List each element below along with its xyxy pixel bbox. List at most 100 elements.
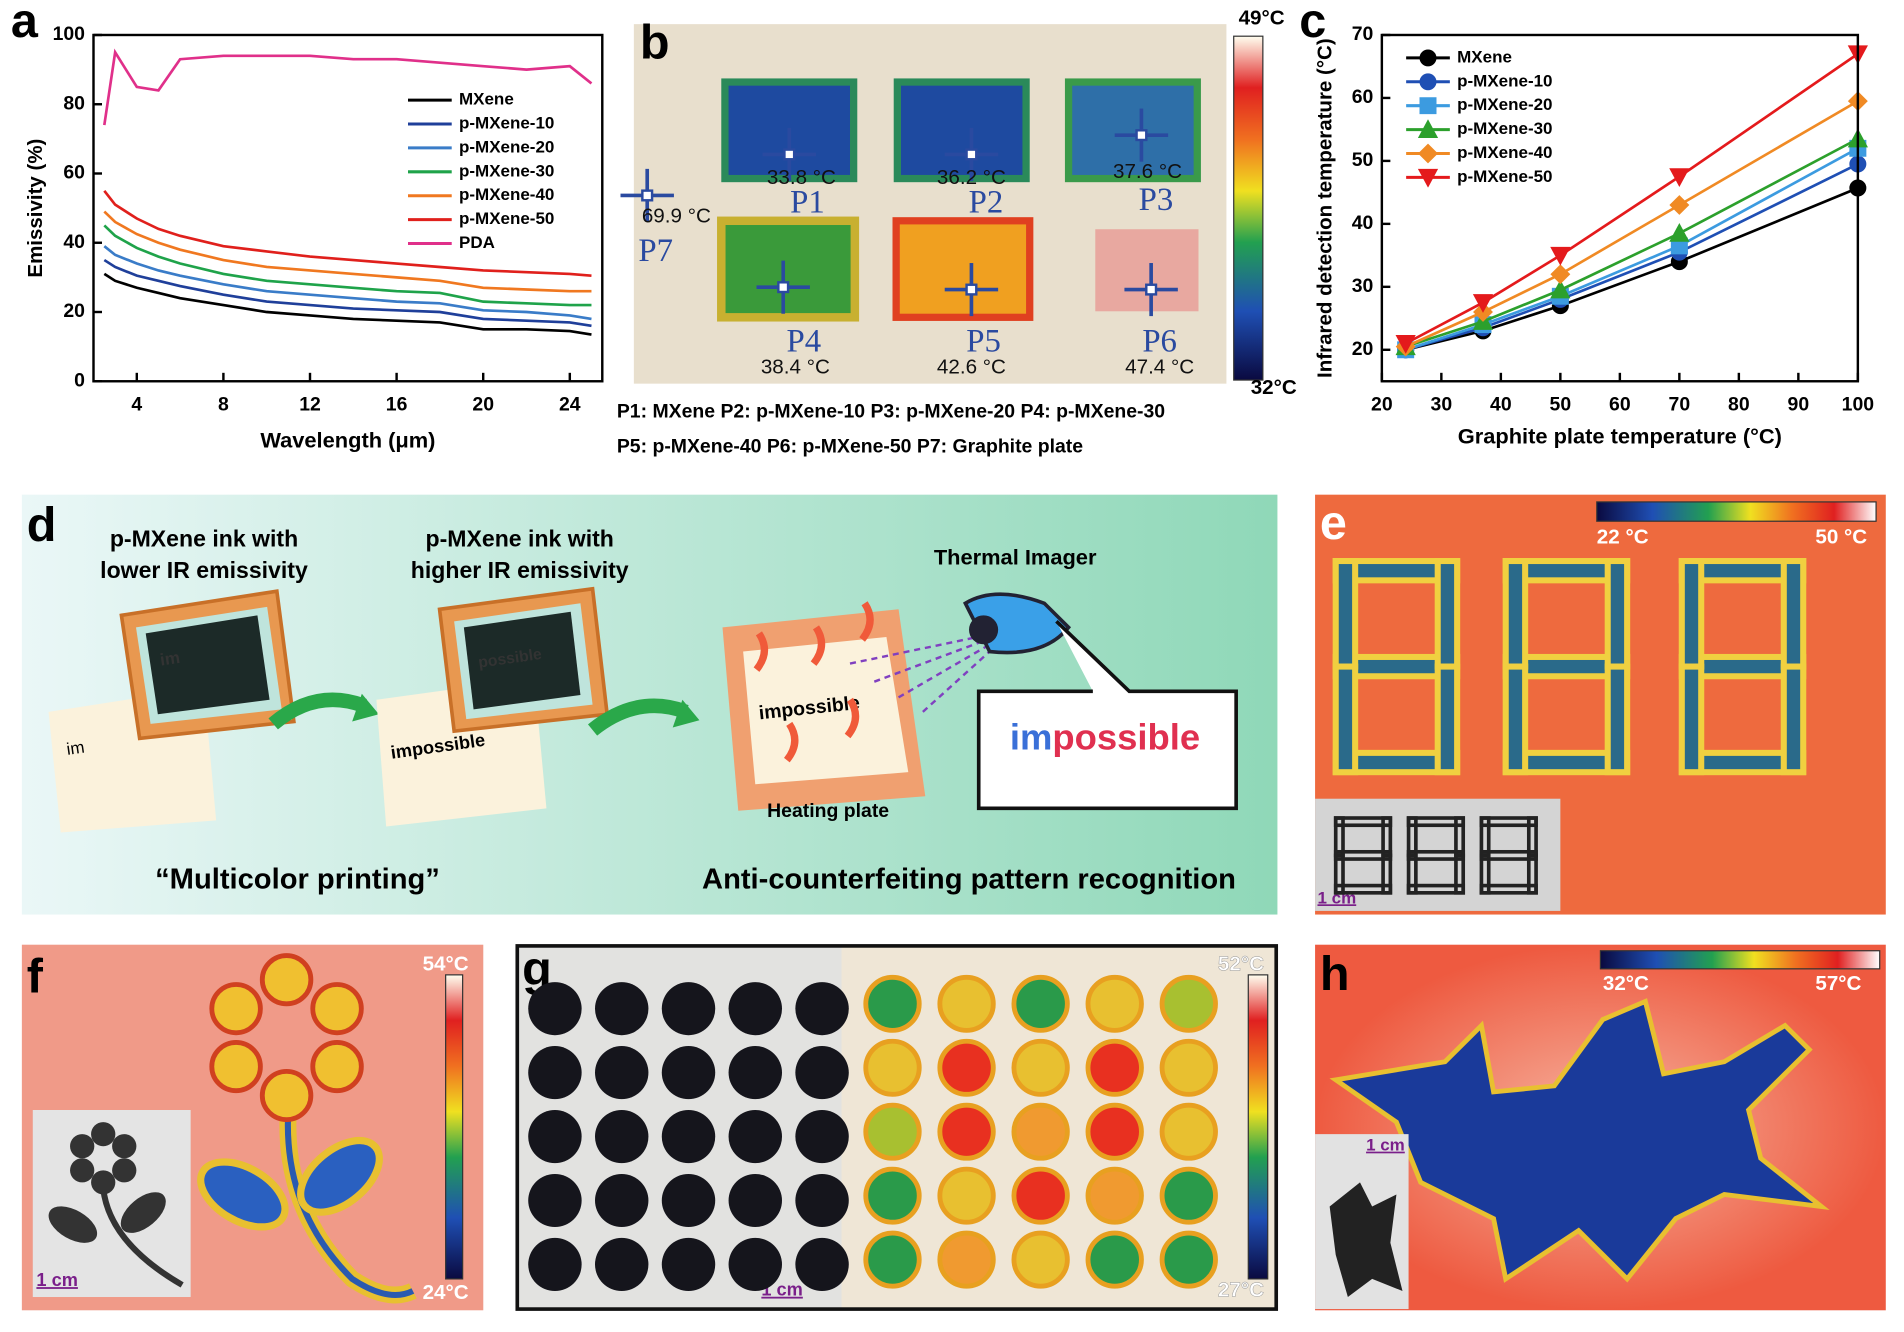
crosshair-center <box>641 189 654 202</box>
thermal-dot <box>1011 1230 1070 1289</box>
crosshair-center <box>783 148 796 161</box>
panel-h: 32°C 57°C h 1 cm <box>1315 944 1886 1311</box>
panel-label: e <box>1320 496 1347 550</box>
inset-petal <box>70 1134 95 1159</box>
colorbar-max: 54°C <box>423 953 469 976</box>
marker <box>1550 264 1571 285</box>
spot-temp: 69.9 °C <box>642 205 711 228</box>
x-tick-label: 70 <box>1669 394 1691 416</box>
photo-dot <box>528 1173 582 1228</box>
arrow <box>268 692 367 730</box>
thermal-dot <box>937 1038 996 1097</box>
thermal-dot <box>1085 1230 1144 1289</box>
spot-temp: 37.6 °C <box>1113 160 1182 183</box>
y-tick-label: 30 <box>1352 275 1374 297</box>
spot-name: P7 <box>638 233 673 269</box>
segment <box>1502 558 1529 670</box>
thermal-dot <box>1159 1166 1218 1225</box>
segment <box>1502 663 1529 776</box>
legend-label: p-MXene-20 <box>459 137 554 156</box>
inset-leaf <box>120 1192 166 1233</box>
series-line <box>103 224 592 307</box>
thermal-dot <box>863 1166 922 1225</box>
thermal-dot <box>1085 1038 1144 1097</box>
photo-dot <box>595 1110 649 1164</box>
x-tick-label: 16 <box>386 394 408 416</box>
photo-dot <box>728 1237 782 1291</box>
legend-label: p-MXene-40 <box>1457 143 1552 162</box>
step-label: p-MXene ink with <box>426 526 614 552</box>
y-tick-label: 20 <box>1352 338 1374 360</box>
legend-label: p-MXene-30 <box>459 161 554 180</box>
inset-pattern <box>1329 1182 1403 1298</box>
x-tick-label: 100 <box>1842 394 1874 416</box>
arrow <box>587 698 689 736</box>
legend-label: p-MXene-10 <box>1457 71 1552 90</box>
segment <box>1678 663 1705 776</box>
x-tick-label: 4 <box>131 394 142 416</box>
photo-dot <box>595 1046 649 1100</box>
leaf <box>197 1158 289 1231</box>
photo-dot <box>795 1046 849 1100</box>
panel-label: a <box>11 0 39 48</box>
x-tick-label: 12 <box>299 394 321 416</box>
x-tick-label: 20 <box>472 394 494 416</box>
sample <box>893 78 1030 183</box>
petal <box>259 1068 314 1123</box>
y-tick-label: 80 <box>63 92 85 114</box>
scale-bar: 1 cm <box>1366 1136 1405 1155</box>
plate-label: Heating plate <box>767 800 889 822</box>
panel-label: d <box>27 498 57 552</box>
photo-dot <box>661 1173 716 1228</box>
colorbar <box>1596 501 1877 522</box>
legend-label: p-MXene-50 <box>1457 167 1552 186</box>
imager-label: Thermal Imager <box>934 544 1097 569</box>
panel-f: 54°C 24°C f 1 cm <box>21 944 484 1311</box>
legend-marker <box>1418 143 1438 164</box>
thermal-dot <box>1159 974 1218 1033</box>
photo-dot <box>661 1237 716 1291</box>
inset-stem <box>100 1188 184 1288</box>
scale-bar: 1 cm <box>36 1270 77 1290</box>
callout <box>976 620 1238 811</box>
photo-dot <box>595 982 649 1036</box>
thermal-dot <box>937 1230 996 1289</box>
segment <box>1678 558 1705 670</box>
screen-text: impossible <box>1010 716 1200 757</box>
photo-dot <box>661 1110 716 1164</box>
legend-marker <box>1419 73 1437 91</box>
step-label: higher IR emissivity <box>411 557 629 583</box>
inset-leaf <box>48 1206 98 1243</box>
marker <box>1669 222 1690 242</box>
panel-label: h <box>1320 947 1350 1001</box>
photo-dot <box>528 1237 582 1291</box>
y-tick-label: 70 <box>1352 23 1374 45</box>
legend-marker <box>1417 168 1439 188</box>
x-tick-label: 40 <box>1490 394 1512 416</box>
segment <box>1479 853 1491 895</box>
thermal-dot <box>937 1102 996 1161</box>
legend-label: p-MXene-30 <box>1457 119 1552 138</box>
spot-name: P4 <box>787 323 822 359</box>
colorbar-min: 27°C <box>1218 1278 1264 1301</box>
petal <box>310 982 364 1036</box>
caption: Anti-counterfeiting pattern recognition <box>702 863 1236 895</box>
photo-dot <box>795 1110 849 1164</box>
ir-beam <box>849 635 991 713</box>
x-tick-label: 8 <box>218 394 229 416</box>
caption: “Multicolor printing” <box>155 863 440 895</box>
colorbar-max: 57°C <box>1815 972 1861 995</box>
thermal-dot <box>937 1166 996 1225</box>
segment <box>1780 663 1807 776</box>
legend-label: p-MXene-20 <box>1457 95 1552 114</box>
legend-label: p-MXene-50 <box>459 209 554 228</box>
photo-dot <box>595 1237 649 1291</box>
panel-frame <box>515 944 1279 1311</box>
panel-b: 49°C 32°C b P1: MXene P2: p-MXene-10 P3:… <box>617 7 1297 458</box>
inset-petal <box>91 1122 116 1147</box>
thermal-dot <box>1085 1102 1144 1161</box>
photo-dot <box>728 1110 782 1164</box>
spot-name: P6 <box>1142 323 1177 359</box>
petal <box>310 1040 364 1094</box>
